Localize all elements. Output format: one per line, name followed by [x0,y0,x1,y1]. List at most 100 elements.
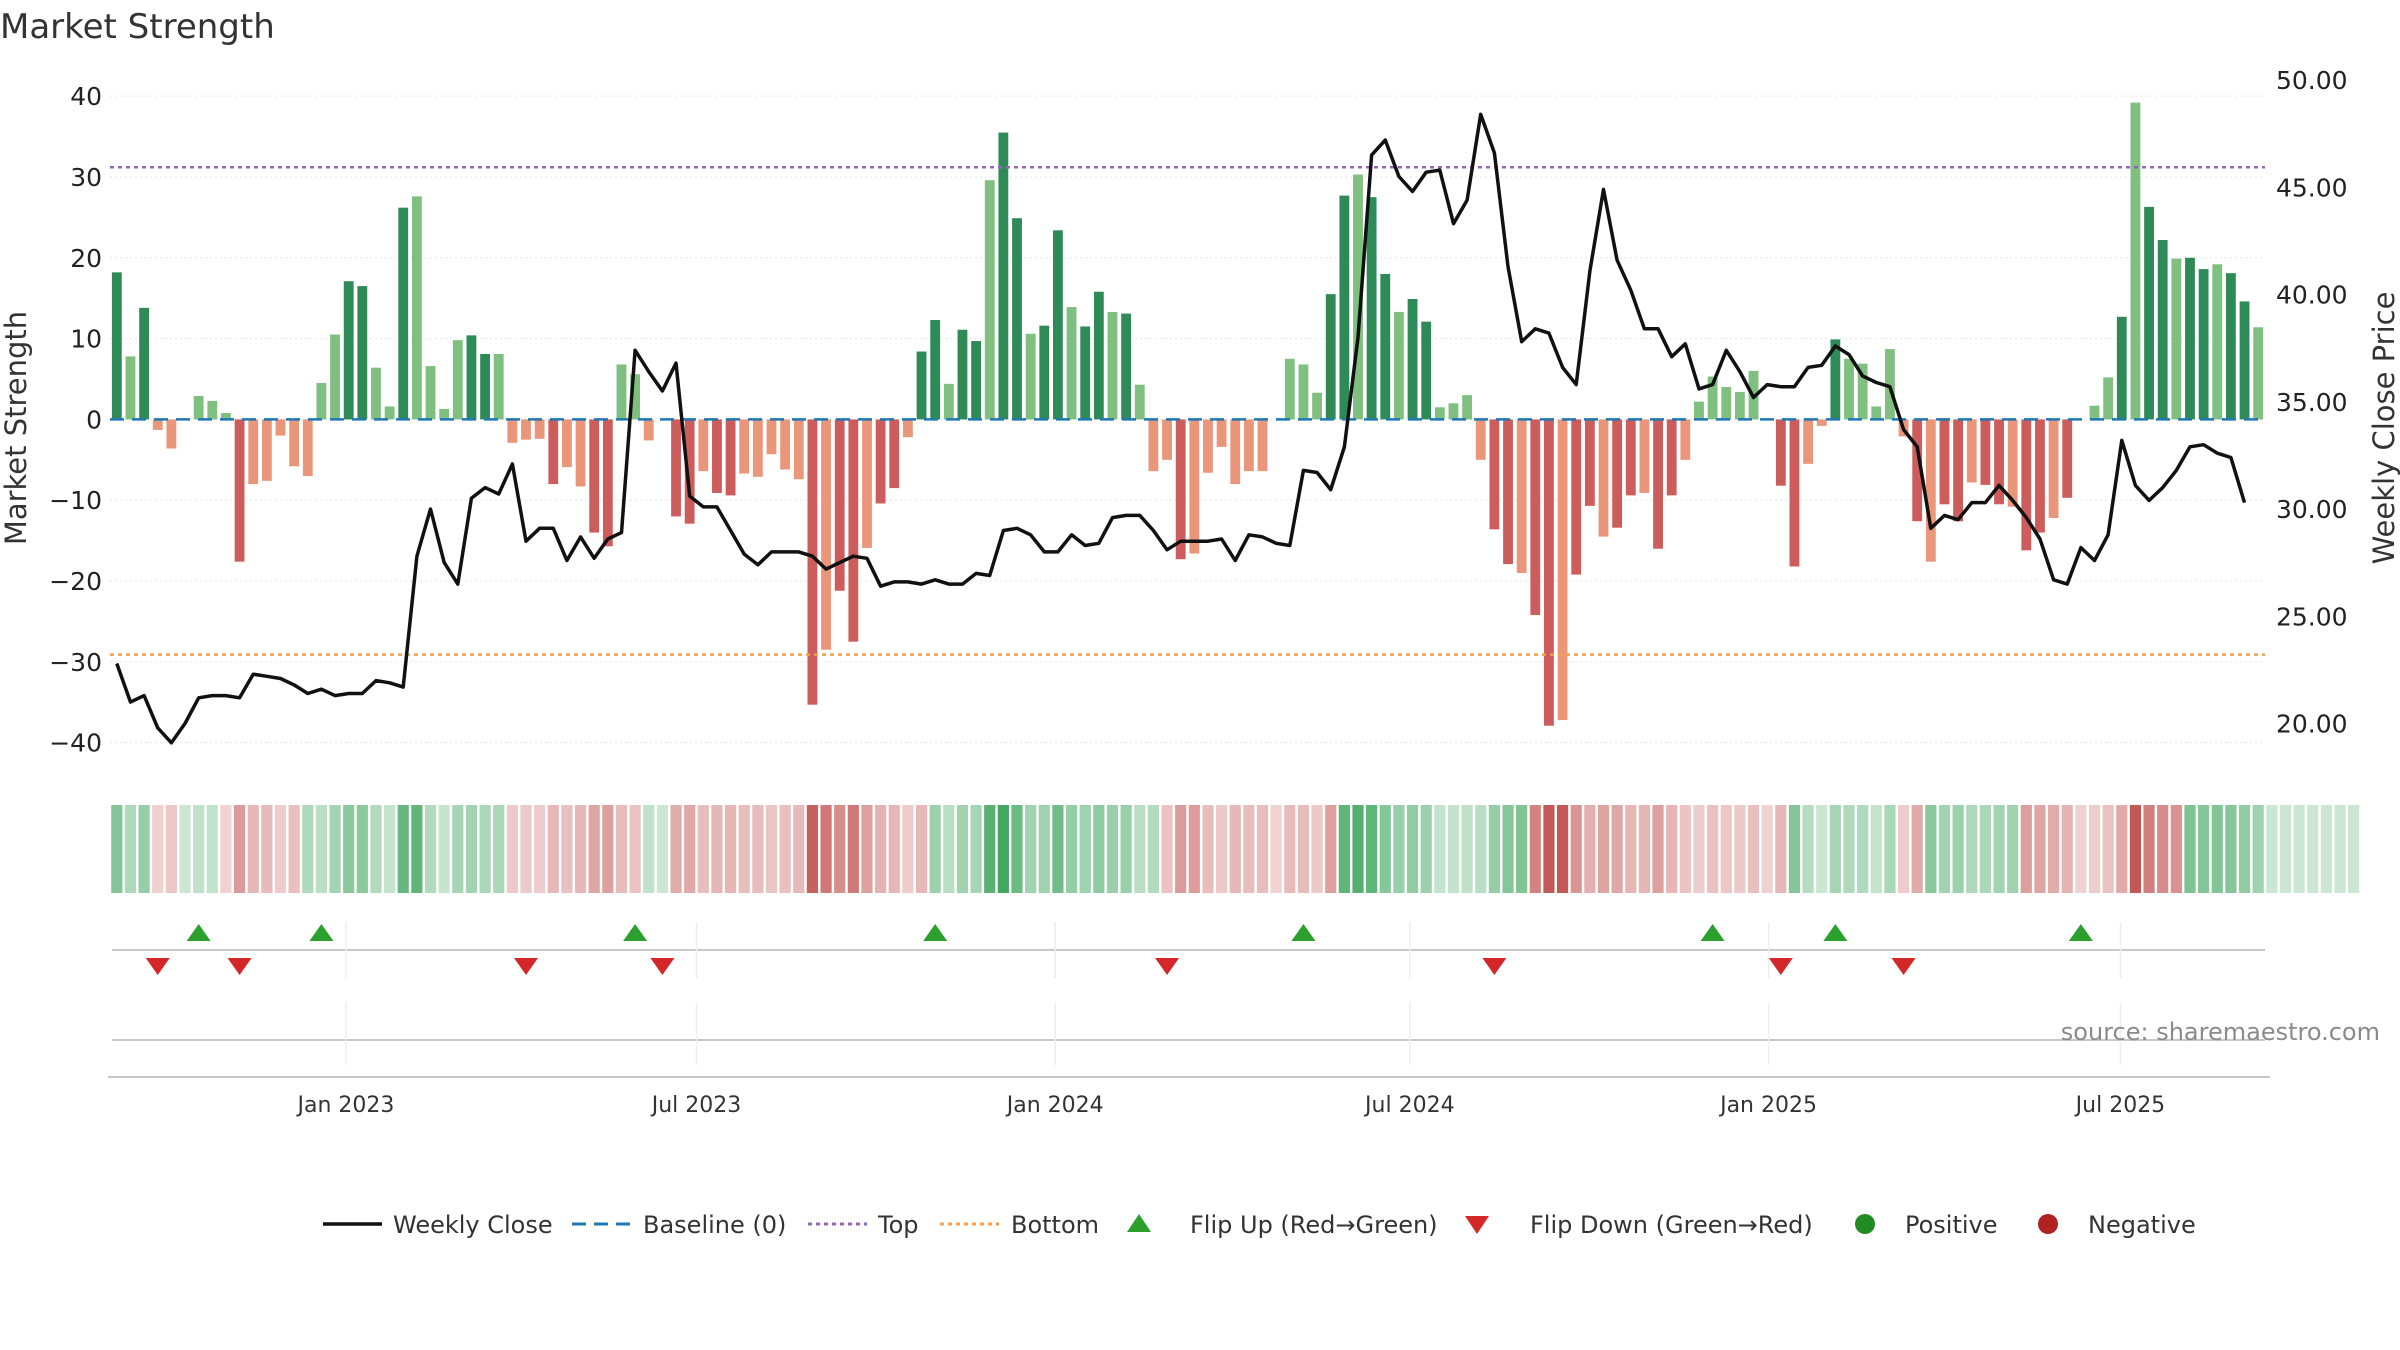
strength-bar [684,419,695,524]
heat-cell [1311,805,1323,893]
heat-cell [2211,805,2223,893]
strength-bar [1380,273,1391,420]
strength-bar [2062,419,2073,498]
strength-bar [248,419,259,485]
heat-cell [1938,805,1951,893]
strength-bar [2021,419,2032,551]
strength-bar [712,419,722,493]
y2-axis-ticks: 50.00 45.00 40.00 35.00 30.00 25.00 20.00 [2276,66,2348,739]
heat-cell [1747,805,1760,893]
strength-bar [1312,392,1322,420]
strength-bar [411,196,422,420]
y2-tick-label: 35.00 [2276,388,2348,417]
y-tick-label: −20 [49,567,102,596]
strength-bar [875,419,886,504]
heat-cell [765,805,778,893]
heat-cell [1829,805,1841,893]
flip-down-marker [513,958,538,975]
strength-bar [1121,313,1132,420]
heat-cell [1966,805,1978,893]
strength-bar [425,366,436,420]
heat-cell [1011,805,1023,893]
strength-bar [1803,419,1813,464]
heat-cell [1093,805,1105,893]
heat-cell [1202,805,1214,893]
strength-bar [139,307,150,420]
flip-up-marker [309,924,334,941]
heat-cell [1516,805,1528,893]
heat-cell [1679,805,1691,893]
strength-bar [1284,358,1295,420]
strength-bar [1612,419,1623,528]
heat-cell [343,805,355,893]
heat-cell [1216,805,1228,893]
strength-bar [1680,419,1691,460]
heat-cell [152,805,164,893]
heat-cell [247,805,259,893]
flip-down-marker [1768,958,1793,975]
heat-cell [1297,805,1310,893]
strength-bar [2157,240,2168,420]
strength-bar [1503,419,1513,565]
heat-cell [943,805,955,893]
heat-cell [1256,805,1269,893]
strength-bar [1816,419,1827,426]
heat-cell [806,805,819,893]
heat-cell [2129,805,2142,893]
strength-bar [1584,419,1595,506]
y2-tick-label: 25.00 [2276,602,2348,631]
heat-cell [1529,805,1541,893]
strength-bar [1025,333,1036,420]
strength-bar [302,419,313,476]
strength-bar [1666,419,1677,496]
y2-tick-label: 40.00 [2276,281,2348,310]
heat-cell [711,805,723,893]
heat-cell [274,805,287,893]
heat-cell [124,805,137,893]
strength-bar [221,412,231,420]
strength-bar [1721,387,1732,420]
strength-bar [289,419,300,467]
date-tick-label: Jul 2024 [1363,1093,1455,1118]
heat-cell [370,805,382,893]
heat-cell [2252,805,2264,893]
legend-flip-up: Flip Up (Red→Green) [1190,1211,1438,1239]
heat-cell [1979,805,1991,893]
heat-cell [1734,805,1746,893]
heat-cell [2348,805,2360,893]
strength-bar [848,419,859,642]
heat-cell [2293,805,2305,893]
strength-bar [1053,230,1063,420]
heat-cell [629,805,641,893]
legend-positive: Positive [1905,1211,1998,1239]
heat-cell [1884,805,1896,893]
strength-bar [1366,197,1377,420]
heat-cell [1911,805,1923,893]
heat-cell [643,805,655,893]
heat-cell [1134,805,1146,893]
strength-bar [602,419,613,547]
strength-bar [971,341,982,420]
heat-cell [915,805,928,893]
heat-cell [1120,805,1132,893]
heat-cell [2020,805,2032,893]
heat-cell [1325,805,1337,893]
strength-bar [371,367,381,420]
strength-bar [2185,257,2195,420]
y-tick-label: 10 [70,325,102,354]
heat-cell [574,805,587,893]
flip-up-marker [1700,924,1725,941]
strength-bar [1912,419,1923,522]
strength-bar [766,419,777,455]
strength-bar [534,419,545,439]
flip-up-marker [186,924,211,941]
strength-bar [384,406,395,420]
strength-bar [1462,395,1473,420]
flip-up-marker [1823,924,1848,941]
strength-bar [548,419,559,485]
heat-cell [738,805,750,893]
heat-cell [1666,805,1678,893]
heat-cell [1393,805,1405,893]
weekly-close-layer [115,112,2247,745]
y-tick-label: −40 [49,729,102,758]
